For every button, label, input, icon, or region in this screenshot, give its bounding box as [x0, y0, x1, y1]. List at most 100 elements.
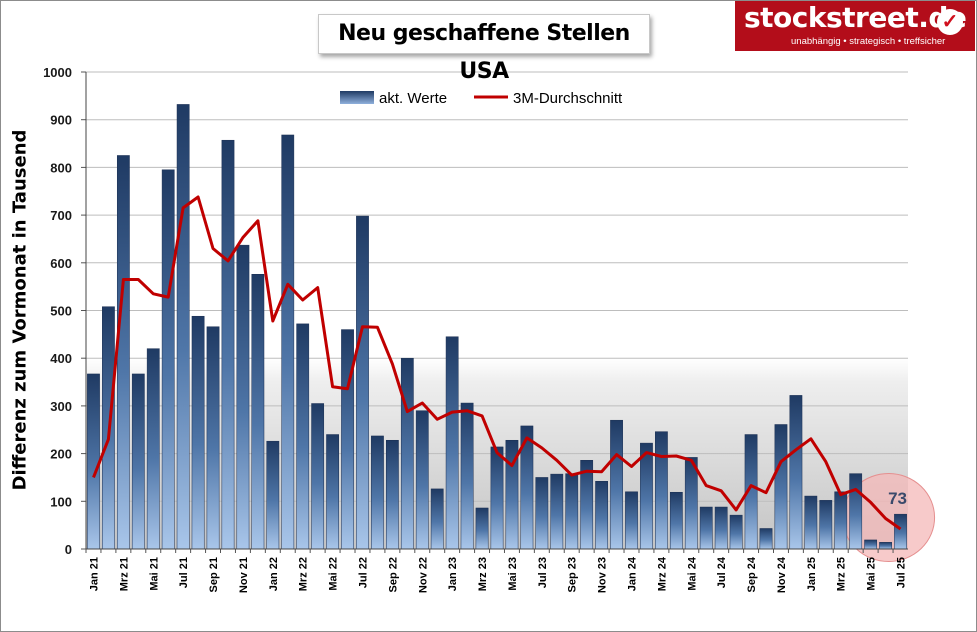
- bar: [236, 244, 250, 550]
- y-axis-label: Differenz zum Vormonat in Tausend: [9, 129, 31, 491]
- x-tick-label: Nov 23: [597, 557, 609, 593]
- checkmark-icon: ✓: [937, 9, 963, 35]
- legend-bar-swatch: [340, 91, 374, 104]
- bar: [789, 395, 803, 550]
- x-tick-label: Nov 22: [417, 557, 429, 593]
- y-tick-label: 400: [50, 351, 72, 366]
- x-tick-label: Jul 25: [896, 557, 908, 588]
- bar: [266, 440, 280, 550]
- bar: [415, 410, 429, 550]
- bar: [430, 488, 444, 550]
- x-tick-label: Mrz 25: [836, 557, 848, 591]
- y-tick-label: 700: [50, 208, 72, 223]
- x-tick-label: Mrz 22: [298, 557, 310, 591]
- x-tick-label: Sep 21: [208, 557, 220, 592]
- bar: [460, 402, 474, 550]
- legend-bar-label: akt. Werte: [379, 90, 447, 107]
- x-tick-label: Jul 24: [716, 556, 728, 588]
- bar: [655, 431, 668, 550]
- x-tick-label: Nov 21: [238, 557, 250, 593]
- x-tick-label: Jul 23: [537, 557, 549, 588]
- logo-tagline: unabhängig • strategisch • treffsicher: [791, 36, 946, 47]
- bar: [879, 542, 892, 550]
- bar: [819, 500, 833, 550]
- y-tick-label: 1000: [43, 65, 72, 80]
- y-tick-label: 600: [50, 256, 72, 271]
- x-tick-label: Sep 23: [567, 557, 579, 592]
- x-tick-label: Mrz 23: [477, 557, 489, 591]
- bar: [311, 403, 325, 550]
- bar: [729, 514, 743, 550]
- x-tick-label: Mrz 21: [118, 557, 130, 591]
- bar: [684, 457, 698, 550]
- bar: [669, 491, 683, 550]
- bar: [400, 357, 414, 550]
- y-tick-label: 800: [50, 160, 72, 175]
- x-tick-label: Mrz 24: [656, 556, 668, 591]
- bar: [714, 506, 728, 550]
- bar: [550, 473, 564, 550]
- bar: [475, 507, 489, 550]
- x-axis-ticks: Jan 21 Mrz 21 Mai 21 Jul 21 Sep 21 Nov 21 Jan …: [85, 549, 908, 593]
- bar: [699, 506, 713, 550]
- y-tick-label: 200: [50, 447, 72, 462]
- legend: akt. Werte 3M-Durchschnitt: [340, 90, 623, 107]
- bar: [625, 491, 638, 550]
- x-tick-label: Mai 21: [148, 557, 160, 591]
- x-tick-label: Jan 22: [268, 557, 280, 591]
- latest-value-label: 73: [888, 489, 907, 508]
- x-tick-label: Mai 22: [328, 557, 340, 591]
- bar: [116, 155, 130, 550]
- bar: [281, 134, 295, 550]
- bar: [849, 473, 863, 550]
- x-tick-label: Sep 22: [387, 557, 399, 592]
- moving-average-series: [92, 195, 902, 531]
- x-tick-label: Mai 24: [686, 556, 698, 591]
- x-tick-label: Jul 21: [178, 557, 190, 588]
- x-tick-label: Jul 22: [357, 557, 369, 588]
- y-tick-label: 500: [50, 304, 72, 319]
- bar: [296, 323, 310, 550]
- x-tick-label: Sep 24: [746, 556, 758, 592]
- bar: [386, 439, 399, 550]
- bar: [774, 424, 788, 550]
- y-axis-ticks: 0 100 200 300 400 500 600 700 800 900 1000: [43, 65, 86, 557]
- x-tick-label: Mai 23: [507, 557, 519, 591]
- chart-title: Neu geschaffene Stellen USA: [318, 14, 650, 84]
- bar: [326, 434, 339, 550]
- bar: [610, 419, 623, 550]
- bar: [341, 329, 354, 550]
- bar: [759, 528, 773, 550]
- y-tick-label: 100: [50, 494, 72, 509]
- bar: [131, 373, 145, 550]
- x-tick-label: Jan 25: [806, 557, 818, 591]
- bar: [251, 273, 265, 550]
- bar: [640, 442, 653, 550]
- bar: [146, 348, 160, 550]
- bar: [894, 513, 907, 550]
- bar-series: [87, 104, 907, 550]
- x-tick-label: Nov 24: [776, 556, 788, 593]
- bar: [356, 215, 369, 550]
- bar: [834, 491, 848, 550]
- y-tick-label: 0: [65, 542, 72, 557]
- y-tick-label: 900: [50, 113, 72, 128]
- legend-line-label: 3M-Durchschnitt: [513, 90, 623, 107]
- bar: [595, 481, 608, 550]
- bar: [87, 373, 100, 550]
- average-line: [92, 195, 902, 531]
- bar: [176, 104, 190, 550]
- axes: [85, 72, 908, 550]
- x-tick-label: Mai 25: [866, 557, 878, 591]
- logo-name: stockstreet.de: [744, 1, 967, 34]
- bar: [535, 477, 549, 550]
- bar: [565, 473, 579, 550]
- y-tick-label: 300: [50, 399, 72, 414]
- brand-logo[interactable]: stockstreet.de unabhängig • strategisch …: [735, 1, 975, 51]
- x-tick-label: Jan 24: [627, 556, 639, 591]
- bar: [445, 336, 459, 550]
- x-tick-label: Jan 21: [88, 557, 100, 591]
- x-tick-label: Jan 23: [447, 557, 459, 591]
- bar: [221, 139, 235, 550]
